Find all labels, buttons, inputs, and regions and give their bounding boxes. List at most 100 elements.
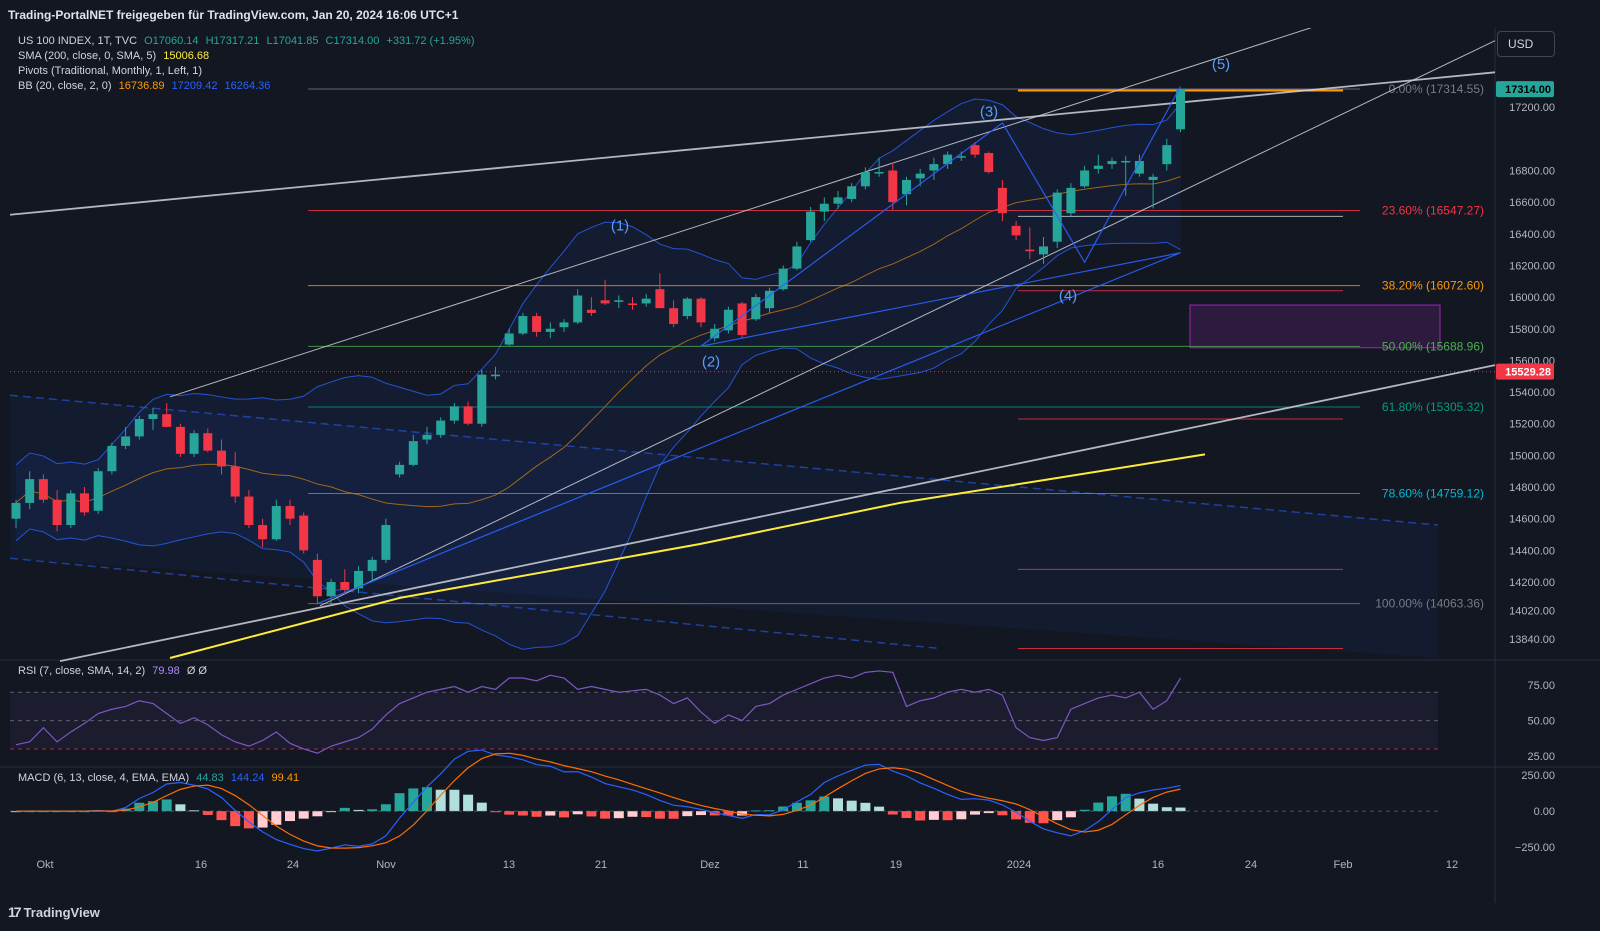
candle [545, 322, 555, 339]
rsi-label[interactable]: RSI (7, close, SMA, 14, 2) [18, 665, 146, 677]
wave-label: (2) [702, 354, 720, 371]
macd-histogram-bar [874, 806, 885, 812]
candle-body [1134, 160, 1144, 174]
candle [765, 287, 774, 313]
candle-body [641, 298, 651, 304]
trend-line [169, 28, 1312, 398]
candle [682, 297, 692, 320]
macd-histogram-bar [148, 801, 158, 812]
macd-histogram-bar [285, 811, 295, 822]
tradingview-logo[interactable]: 17 TradingView [8, 904, 100, 920]
sma-label[interactable]: SMA (200, close, 0, SMA, 5) [18, 50, 157, 62]
candle-body [381, 525, 391, 560]
bb-fill [16, 98, 1181, 650]
candle [902, 176, 911, 206]
symbol-label[interactable]: US 100 INDEX, 1T, TVC [18, 35, 138, 47]
candle-body [449, 406, 459, 421]
macd-histogram-bar [380, 804, 391, 812]
candle [860, 167, 870, 190]
candle-body [121, 436, 131, 446]
candle [230, 452, 240, 503]
candle [121, 426, 131, 450]
candle-body [408, 441, 418, 465]
price-chart[interactable]: 0.00% (17314.55) 23.60% (16547.27) 38.20% … [0, 28, 1600, 903]
candle [1039, 236, 1048, 264]
macd-histogram-bar [928, 811, 939, 820]
wave-path [317, 86, 1182, 605]
price-tick: 15400.00 [1509, 387, 1555, 399]
candle [477, 369, 487, 427]
candle-body [1066, 187, 1076, 214]
candle [449, 403, 459, 424]
candle [833, 191, 843, 209]
candle-body [984, 153, 994, 173]
candle-body [134, 418, 144, 437]
candle [312, 553, 322, 605]
candle-body [367, 559, 377, 571]
rsi-value: 79.98 [152, 665, 180, 677]
candle [285, 499, 295, 526]
candle [532, 312, 542, 337]
bb-label[interactable]: BB (20, close, 2, 0) [18, 80, 112, 92]
time-tick: 21 [595, 859, 607, 871]
ohlc-close: C17314.00 [325, 35, 380, 47]
candle-body [682, 298, 692, 317]
macd-histogram-bar [408, 788, 419, 812]
ohlc-open: O17060.14 [144, 35, 199, 47]
candle-body [532, 316, 542, 332]
macd-histogram-bar [956, 811, 967, 820]
candle-body [52, 499, 62, 526]
candle-body [669, 308, 679, 325]
macd-histogram-bar [435, 789, 446, 812]
candle [929, 157, 939, 180]
trend-line [319, 40, 1496, 607]
candle [970, 141, 980, 158]
macd-histogram-bar [654, 811, 665, 819]
macd-histogram-bar [271, 811, 282, 825]
price-tick: 13840.00 [1509, 634, 1555, 646]
macd-pane: 250.00 0.00 −250.00 [10, 749, 1555, 854]
candle-body [1025, 249, 1035, 252]
candle-body [833, 197, 843, 204]
macd-histogram-bar [490, 811, 501, 813]
sma-value: 15006.68 [163, 50, 210, 62]
macd-histogram-bar [1065, 811, 1076, 818]
macd-histogram-bar [1011, 811, 1022, 820]
candle-body [107, 445, 117, 472]
macd-histogram-bar [339, 807, 350, 812]
candle-body [847, 186, 857, 199]
time-tick: Nov [376, 859, 396, 871]
candle [1093, 154, 1103, 174]
price-tick: 14800.00 [1509, 482, 1555, 494]
macd-tick: −250.00 [1515, 842, 1555, 854]
pivots-label[interactable]: Pivots (Traditional, Monthly, 1, Left, 1… [18, 65, 203, 77]
macd-histogram-bar [161, 799, 172, 812]
macd-histogram-bar [216, 811, 227, 821]
brand-name: TradingView [23, 904, 100, 920]
candle-body [80, 493, 89, 513]
macd-histogram-bar [504, 811, 515, 815]
candle [25, 471, 35, 510]
candle-body [1176, 89, 1185, 130]
price-tick: 16200.00 [1509, 260, 1555, 272]
footer [0, 903, 1600, 931]
candles [11, 88, 1185, 605]
macd-label[interactable]: MACD (6, 13, close, 4, EMA, EMA) [18, 772, 190, 784]
candle [504, 328, 514, 347]
candle [1162, 138, 1172, 171]
price-tick: 16800.00 [1509, 165, 1555, 177]
candle-body [354, 570, 363, 589]
macd-histogram-bar [997, 811, 1008, 816]
candle [641, 293, 651, 307]
candle [943, 151, 953, 169]
candle-body [66, 493, 76, 526]
time-tick: Feb [1334, 859, 1353, 871]
candle-body [614, 300, 624, 302]
candle-body [1080, 170, 1090, 187]
macd-tick: 250.00 [1521, 770, 1555, 782]
currency-button[interactable]: USD [1497, 31, 1555, 57]
price-tick: 15200.00 [1509, 419, 1555, 431]
candle [655, 273, 665, 309]
down-channel-line [9, 394, 1439, 526]
candle-body [312, 559, 322, 597]
